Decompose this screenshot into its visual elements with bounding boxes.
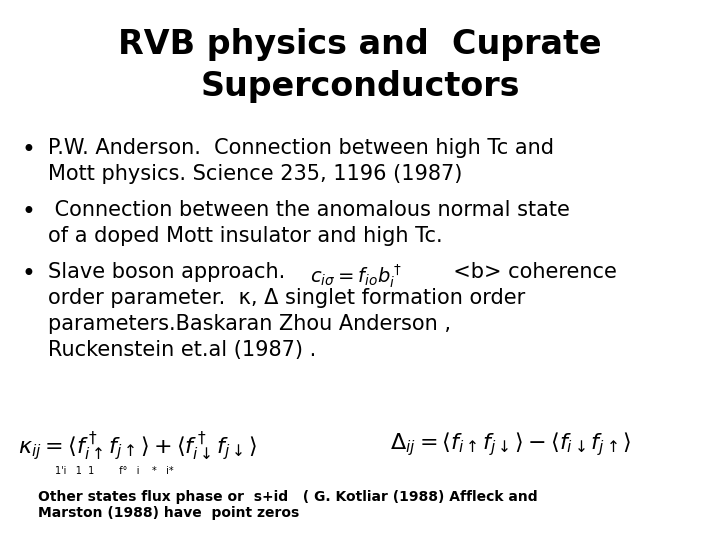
Text: parameters.Baskaran Zhou Anderson ,: parameters.Baskaran Zhou Anderson ,: [48, 314, 451, 334]
Text: Superconductors: Superconductors: [200, 70, 520, 103]
Text: Connection between the anomalous normal state: Connection between the anomalous normal …: [48, 200, 570, 220]
Text: Mott physics. Science 235, 1196 (1987): Mott physics. Science 235, 1196 (1987): [48, 164, 462, 184]
Text: •: •: [21, 138, 35, 162]
Text: order parameter.  κ, Δ singlet formation order: order parameter. κ, Δ singlet formation …: [48, 288, 526, 308]
Text: Slave boson approach.: Slave boson approach.: [48, 262, 285, 282]
Text: •: •: [21, 200, 35, 224]
Text: Marston (1988) have  point zeros: Marston (1988) have point zeros: [38, 506, 300, 520]
Text: Ruckenstein et.al (1987) .: Ruckenstein et.al (1987) .: [48, 340, 316, 360]
Text: $c_{i\sigma} = f_{io}b^\dagger_i$: $c_{i\sigma} = f_{io}b^\dagger_i$: [310, 262, 402, 290]
Text: Other states flux phase or  s+id   ( G. Kotliar (1988) Affleck and: Other states flux phase or s+id ( G. Kot…: [38, 490, 538, 504]
Text: •: •: [21, 262, 35, 286]
Text: $\kappa_{ij} = \langle f^\dagger_{i\uparrow}f_{j\uparrow}\rangle + \langle f^\da: $\kappa_{ij} = \langle f^\dagger_{i\upar…: [18, 430, 257, 463]
Text: of a doped Mott insulator and high Tc.: of a doped Mott insulator and high Tc.: [48, 226, 443, 246]
Text: P.W. Anderson.  Connection between high Tc and: P.W. Anderson. Connection between high T…: [48, 138, 554, 158]
Text: RVB physics and  Cuprate: RVB physics and Cuprate: [118, 28, 602, 61]
Text: <b> coherence: <b> coherence: [440, 262, 617, 282]
Text: $\Delta_{ij} = \langle f_{i\uparrow}f_{j\downarrow}\rangle - \langle f_{i\downar: $\Delta_{ij} = \langle f_{i\uparrow}f_{j…: [390, 430, 631, 458]
Text: 1'i   1  1        f°   i    *   i*: 1'i 1 1 f° i * i*: [55, 466, 174, 476]
